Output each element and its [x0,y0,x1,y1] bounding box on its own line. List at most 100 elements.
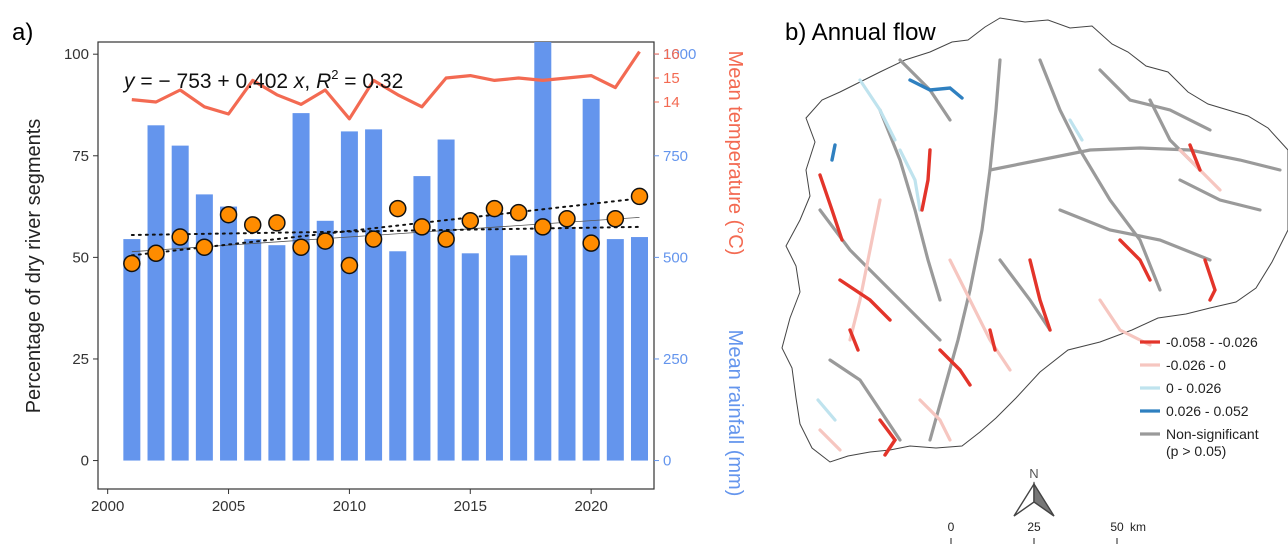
y-axis-label-rainfall: Mean rainfall (mm) [724,330,746,497]
rainfall-bar [268,245,286,461]
confidence-line-lower [130,197,641,257]
x-tick-label: 2010 [333,498,366,515]
dry-segments-point [509,203,528,222]
x-tick-label: 2000 [91,498,124,515]
dry-segments-point [582,234,600,252]
north-arrow: N [1013,466,1055,517]
legend-label: Non-significant [1166,426,1259,442]
y-tick-label-left: 50 [72,249,89,266]
y-tick-label-rainfall: 250 [663,351,688,368]
dry-segments-point [147,244,165,263]
panel-a: a) Percentage of dry river segments Mean… [12,19,746,515]
dry-segments-points [123,187,649,275]
panel-b: b) Annual flow -0.058 - -0.026 -0.026 - 0… [781,17,1288,544]
confidence-line-upper [130,225,641,237]
dry-segments-point [364,230,383,248]
rainfall-bar [220,206,238,461]
map-legend: -0.058 - -0.026 -0.026 - 0 0 - 0.026 0.026 … [1140,334,1259,459]
scale-label-50: 50 [1110,520,1124,534]
legend-label: 0 - 0.026 [1166,380,1221,396]
dry-segments-point [485,199,504,218]
rainfall-bar [485,214,503,461]
dry-segments-point [243,216,262,234]
dry-segments-point [219,205,238,224]
rainfall-bar [292,113,310,461]
rivers-strong-positive [830,78,964,162]
y-tick-label-left: 0 [81,453,89,470]
y-axis-label-temperature: Mean temperature (°C) [724,51,746,256]
y-tick-label-temperature: 15 [663,70,680,87]
dry-segments-point [268,214,286,232]
y-tick-label-temperature: 14 [663,94,680,111]
y-tick-label-rainfall: 1000 [663,46,696,63]
x-tick-label: 2020 [574,498,607,515]
y-axis-label-left: Percentage of dry river segments [23,119,45,414]
north-arrow-left-icon [1013,481,1035,517]
trend-band [130,197,641,257]
dry-segments-point [630,187,649,206]
y-tick-label-rainfall: 0 [663,453,671,470]
rivers-weak-negative [818,148,1222,452]
rainfall-bar [316,220,334,461]
regression-annotation: y = − 753 + 0.402 x, R2 = 0.32 [122,67,403,93]
dry-segments-point [340,256,359,275]
rainfall-bar [195,194,213,461]
north-label: N [1029,466,1038,481]
rainfall-bar [510,255,528,461]
panel-b-title: b) Annual flow [785,19,936,46]
rainfall-bar [461,253,479,461]
dry-segments-point [461,212,480,230]
dry-segments-point [389,199,407,218]
rainfall-bars [123,42,648,461]
rainfall-bar [389,251,407,461]
scale-label-25: 25 [1027,520,1041,534]
dry-segments-point [316,232,334,250]
x-tick-label: 2005 [212,498,245,515]
north-arrow-right-icon [1033,481,1055,517]
legend-label: 0.026 - 0.052 [1166,403,1249,419]
dry-segments-point [195,238,214,256]
rainfall-bar [582,98,600,461]
rainfall-bar [365,129,383,461]
scale-label-unit: km [1130,520,1146,534]
dry-segments-point [606,210,625,228]
y-tick-label-left: 100 [64,46,89,63]
y-tick-label-left: 75 [72,148,89,165]
axes: 0 25 50 75 100 2000 2005 2010 2015 2020 0 250 500 750… [64,46,696,515]
y-tick-label-left: 25 [72,351,89,368]
panel-a-label: a) [12,19,33,46]
rainfall-bar [558,226,576,461]
dry-segments-point [292,238,310,256]
plot-frame [97,41,655,490]
y-tick-label-rainfall: 750 [663,148,688,165]
rainfall-bar [340,131,358,461]
dry-segments-point [558,210,576,228]
legend-label: -0.058 - -0.026 [1166,334,1258,350]
temperature-line [131,50,641,121]
rivers-strong-negative [818,143,1217,457]
legend-label: -0.026 - 0 [1166,357,1226,373]
scale-bar: 0 25 50 km [948,520,1146,544]
rainfall-bar [171,145,189,461]
rainfall-bar [147,125,165,461]
rivers-weak-positive [816,78,1084,422]
dry-segments-point [413,218,431,236]
temperature-series [131,50,641,121]
basin-outline [781,17,1288,463]
x-tick-label: 2015 [454,498,487,515]
rainfall-bar [244,239,262,461]
scale-label-0: 0 [948,520,955,534]
rainfall-bar [630,237,648,461]
y-tick-label-temperature: 16 [663,46,680,63]
rainfall-bar [123,239,141,461]
dry-segments-point [171,228,189,246]
dry-segments-point [437,230,455,248]
rainfall-bar [413,176,431,461]
dry-segments-point [534,218,552,236]
rainfall-bar [606,239,624,461]
dry-segments-point [123,254,141,273]
rainfall-bar [534,42,552,461]
y-tick-label-rainfall: 500 [663,249,688,266]
legend-label: (p > 0.05) [1166,443,1226,459]
